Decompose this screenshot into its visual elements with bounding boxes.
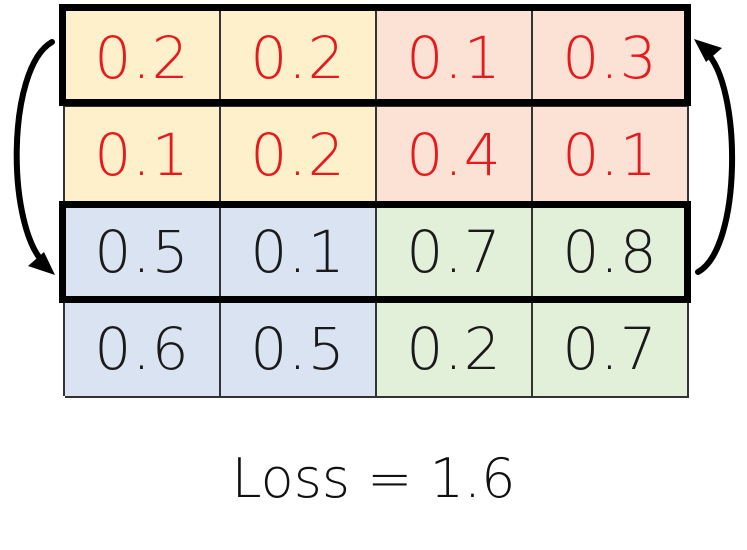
grid-cell-r1-c2: 0.2 [221,10,377,107]
loss-label: Loss = 1.6 [231,447,516,510]
grid-cell-r1-c4: 0.3 [533,10,689,107]
grid-cell-r1-c1: 0.2 [65,10,221,107]
grid-cell-r2-c2: 0.2 [221,107,377,204]
left-swap-arrow-curve [13,39,55,268]
grid-cell-r3-c3: 0.7 [377,204,533,301]
grid-cell-r3-c1: 0.5 [65,204,221,301]
grid-cell-r3-c4: 0.8 [533,204,689,301]
grid-cell-r4-c1: 0.6 [65,301,221,398]
grid-cell-r4-c3: 0.2 [377,301,533,398]
grid-cell-r2-c1: 0.1 [65,107,221,204]
grid-cell-r4-c4: 0.7 [533,301,689,398]
right-swap-arrow-curve [695,49,736,275]
grid-cell-r2-c4: 0.1 [533,107,689,204]
value-grid: 0.2 0.2 0.1 0.3 0.1 0.2 0.4 0.1 0.5 0.1 … [63,8,689,398]
grid-cell-r2-c3: 0.4 [377,107,533,204]
left-arrow-head-icon [28,252,55,275]
right-arrow-head-icon [694,39,722,62]
grid-cell-r4-c2: 0.5 [221,301,377,398]
grid-cell-r1-c3: 0.1 [377,10,533,107]
